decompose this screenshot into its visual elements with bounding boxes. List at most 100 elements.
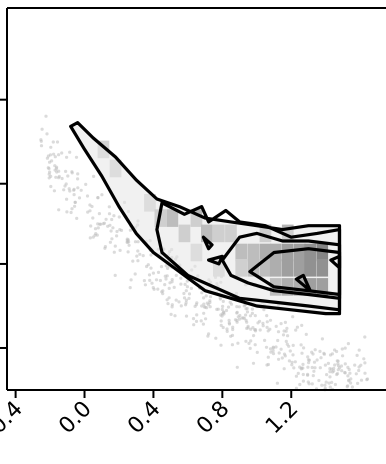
scatter-point	[84, 182, 88, 186]
scatter-point	[346, 342, 350, 346]
scatter-point	[172, 285, 176, 289]
scatter-point	[261, 321, 265, 325]
scatter-point	[66, 174, 70, 178]
scatter-point	[300, 323, 304, 327]
scatter-point	[131, 259, 135, 263]
scatter-point	[149, 266, 153, 270]
scatter-point	[242, 316, 246, 320]
scatter-point	[108, 240, 112, 244]
scatter-point	[261, 324, 265, 328]
scatter-point	[75, 216, 79, 220]
scatter-point	[363, 371, 367, 375]
scatter-point	[306, 372, 310, 376]
scatter-point	[294, 328, 298, 332]
scatter-point	[264, 345, 269, 349]
scatter-point	[311, 374, 315, 378]
scatter-point	[236, 341, 240, 345]
scatter-point	[251, 361, 256, 365]
scatter-point	[255, 350, 259, 354]
scatter-point	[182, 296, 187, 300]
scatter-point	[110, 217, 114, 222]
scatter-point	[187, 292, 192, 296]
scatter-point	[333, 382, 337, 387]
scatter-point	[45, 132, 49, 136]
scatter-point	[159, 265, 164, 269]
scatter-point	[150, 281, 154, 285]
scatter-point	[110, 237, 114, 241]
scatter-point	[126, 250, 130, 254]
scatter-point	[265, 325, 269, 329]
scatter-point	[47, 176, 51, 180]
scatter-point	[265, 320, 269, 324]
scatter-point	[96, 222, 100, 226]
scatter-point	[359, 363, 363, 367]
scatter-point	[166, 266, 170, 270]
scatter-point	[94, 232, 98, 236]
scatter-point	[69, 210, 73, 215]
scatter-point	[173, 314, 177, 318]
scatter-point	[312, 369, 316, 373]
scatter-point	[271, 345, 275, 349]
scatter-point	[247, 341, 251, 345]
scatter-point	[271, 352, 276, 356]
scatter-point	[320, 337, 324, 341]
scatter-point	[49, 145, 53, 149]
scatter-point	[141, 254, 145, 258]
scatter-point	[202, 296, 206, 300]
scatter-point	[200, 291, 204, 295]
scatter-point	[147, 273, 152, 277]
scatter-point	[151, 271, 155, 275]
scatter-point	[182, 291, 186, 296]
scatter-point	[293, 360, 297, 364]
scatter-point	[109, 229, 113, 233]
scatter-point	[70, 170, 74, 174]
scatter-point	[236, 315, 240, 319]
scatter-point	[70, 207, 74, 211]
scatter-point	[129, 278, 133, 282]
scatter-point	[115, 234, 119, 238]
scatter-point	[218, 297, 222, 301]
scatter-point	[96, 226, 100, 230]
scatter-point	[219, 319, 223, 323]
scatter-point	[301, 372, 305, 377]
scatter-point	[268, 318, 273, 322]
scatter-point	[46, 166, 50, 170]
scatter-point	[315, 358, 319, 362]
scatter-point	[301, 366, 305, 370]
scatter-point	[72, 193, 76, 197]
scatter-point	[184, 298, 188, 302]
scatter-point	[304, 332, 308, 336]
scatter-point	[185, 279, 189, 283]
scatter-point	[326, 361, 330, 365]
scatter-point	[156, 287, 160, 291]
scatter-point	[111, 226, 115, 230]
scatter-point	[167, 286, 171, 290]
scatter-point	[65, 197, 69, 201]
scatter-point	[48, 160, 52, 164]
scatter-point	[286, 334, 290, 338]
scatter-point	[53, 164, 57, 168]
scatter-point	[136, 259, 140, 263]
scatter-point	[250, 311, 254, 315]
scatter-point	[333, 348, 337, 352]
scatter-point	[221, 304, 225, 308]
scatter-point	[263, 338, 267, 342]
scatter-point	[195, 301, 199, 305]
scatter-point	[135, 254, 139, 258]
scatter-point	[52, 189, 57, 193]
contour-line	[69, 121, 342, 316]
scatter-point	[298, 382, 302, 387]
scatter-point	[53, 155, 57, 159]
scatter-point	[282, 329, 286, 333]
scatter-point	[68, 150, 72, 154]
scatter-point	[68, 189, 72, 193]
scatter-point	[346, 374, 350, 378]
scatter-point	[330, 367, 334, 371]
scatter-point	[60, 176, 64, 181]
scatter-point	[307, 361, 311, 365]
scatter-point	[349, 377, 353, 381]
scatter-point	[327, 381, 331, 385]
scatter-point	[202, 305, 206, 309]
scatter-point	[325, 373, 329, 377]
scatter-point	[220, 314, 224, 318]
